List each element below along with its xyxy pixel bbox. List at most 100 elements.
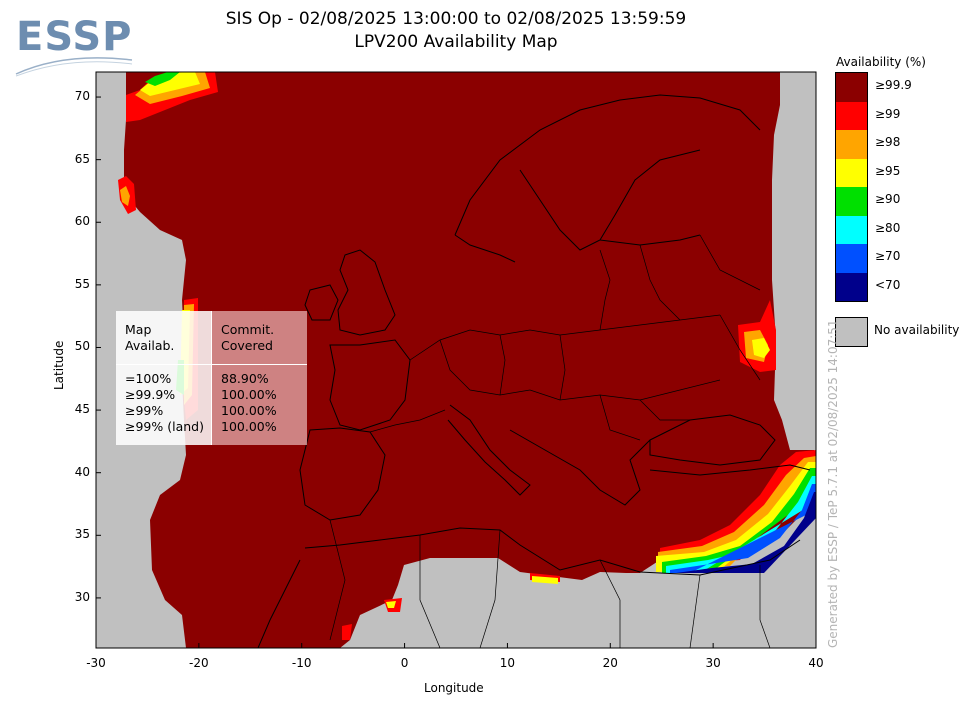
legend-label: <70: [875, 277, 901, 292]
coastline-ireland: [304, 284, 339, 321]
stats-column-divider: [211, 311, 212, 445]
availability-region-sw-yellow: [386, 601, 396, 608]
border-16: [479, 529, 501, 648]
legend-swatch: [836, 244, 867, 273]
legend-label: ≥99: [875, 106, 901, 121]
coastline-black-sea: [649, 414, 776, 466]
y-tick-label: 70: [74, 89, 90, 104]
y-tick-label: 55: [74, 276, 90, 291]
map-title-line1: SIS Op - 02/08/2025 13:00:00 to 02/08/20…: [225, 9, 687, 29]
availability-region-west-orange: [120, 186, 130, 206]
legend-label: ≥70: [875, 249, 901, 264]
border-19: [759, 565, 771, 648]
stats-row-label: ≥99%: [125, 403, 164, 418]
stats-row-label: ≥99% (land): [125, 419, 204, 434]
y-axis-title: Latitude: [52, 340, 66, 390]
border-15: [419, 535, 441, 648]
border-9: [599, 394, 641, 441]
border-1: [409, 329, 561, 361]
availability-region-e50-yellow: [752, 338, 770, 358]
plot-frame: [95, 71, 817, 649]
y-tick-label: 30: [74, 589, 90, 604]
border-6: [639, 244, 681, 321]
stats-col-commit-covered: [211, 311, 307, 445]
stats-header-col2-line1: Commit.: [221, 322, 275, 337]
x-tick-label: 10: [499, 656, 516, 670]
border-13: [369, 409, 446, 433]
y-tick-label: 35: [74, 527, 90, 542]
logo-swoosh-icon: [15, 57, 133, 77]
y-tick-label: 50: [74, 339, 90, 354]
legend-swatch: [836, 101, 867, 130]
axis-ticks: [95, 96, 817, 648]
border-4: [529, 379, 721, 401]
x-tick-label: -10: [291, 656, 312, 670]
stats-row-value: 100.00%: [221, 419, 277, 434]
x-tick-label: 0: [400, 656, 409, 670]
legend-swatch: [836, 187, 867, 216]
legend-swatch: [836, 272, 867, 301]
legend-title: Availability (%): [836, 55, 926, 69]
stats-row-label: ≥99.9%: [125, 387, 176, 402]
y-tick-label: 65: [74, 151, 90, 166]
legend-label: ≥99.9: [875, 78, 912, 93]
coastline-britain: [337, 249, 396, 336]
coastline-france: [329, 339, 411, 431]
coverage-stats-table: Map Availab. Commit. Covered =100% 88.90…: [116, 311, 307, 445]
border-18: [689, 574, 701, 648]
stats-header-col1-line1: Map: [125, 322, 152, 337]
x-tick-label: 30: [705, 656, 721, 670]
availability-region-nw-green: [145, 72, 180, 86]
legend-color-scale: [835, 72, 868, 302]
availability-region-main: [124, 72, 816, 648]
border-14: [329, 519, 346, 641]
legend-swatch: [836, 215, 867, 244]
border-5: [599, 249, 611, 331]
generated-by-footer: Generated by ESSP / TeP 5.7.1 at 02/08/2…: [826, 319, 840, 648]
legend-swatch: [836, 158, 867, 187]
stats-row-value: 88.90%: [221, 371, 269, 386]
border-3: [559, 314, 721, 336]
y-tick-label: 60: [74, 214, 90, 229]
legend-swatch: [836, 130, 867, 159]
essp-logo: ESSP: [14, 14, 134, 80]
availability-region-se-blue: [670, 484, 816, 573]
coastline-africa-west: [257, 559, 301, 648]
border-8: [559, 334, 566, 401]
border-12: [639, 399, 690, 421]
border-7: [499, 334, 506, 396]
border-17: [599, 559, 621, 648]
coastline-scandinavia: [454, 94, 761, 236]
stats-col-map-availability: [116, 311, 211, 445]
logo-text: ESSP: [16, 14, 133, 60]
stats-row-value: 100.00%: [221, 403, 277, 418]
x-tick-label: 20: [602, 656, 618, 670]
map-title-line2: LPV200 Availability Map: [354, 32, 558, 52]
x-tick-label: -30: [86, 656, 106, 670]
stats-header-col2-line2: Covered: [221, 338, 273, 353]
coastline-balkans: [509, 429, 651, 506]
coastline-iberia: [299, 427, 386, 521]
legend-swatch: [836, 73, 867, 102]
legend-no-availability-label: No availability: [874, 323, 960, 337]
availability-region-se-red: [660, 450, 816, 566]
legend-no-availability-swatch: [835, 317, 868, 347]
y-tick-label: 40: [74, 464, 90, 479]
legend-label: ≥90: [875, 192, 901, 207]
coastline-norway-west: [454, 234, 516, 263]
x-axis-title: Longitude: [424, 681, 484, 695]
country-borders: [329, 234, 771, 648]
border-10: [699, 234, 761, 291]
coastline-gulf-finland: [599, 234, 701, 246]
legend-label: ≥98: [875, 135, 901, 150]
availability-region-africa-yellow: [532, 576, 558, 584]
x-tick-label: -20: [189, 656, 209, 670]
stats-row-value: 100.00%: [221, 387, 277, 402]
coastline-italy: [447, 404, 531, 496]
legend-label: ≥95: [875, 163, 901, 178]
legend-label: ≥80: [875, 220, 901, 235]
availability-region-nw-yellow: [140, 72, 200, 96]
border-2: [439, 339, 531, 396]
stats-header-col1-line2: Availab.: [125, 338, 175, 353]
border-11: [719, 314, 761, 381]
